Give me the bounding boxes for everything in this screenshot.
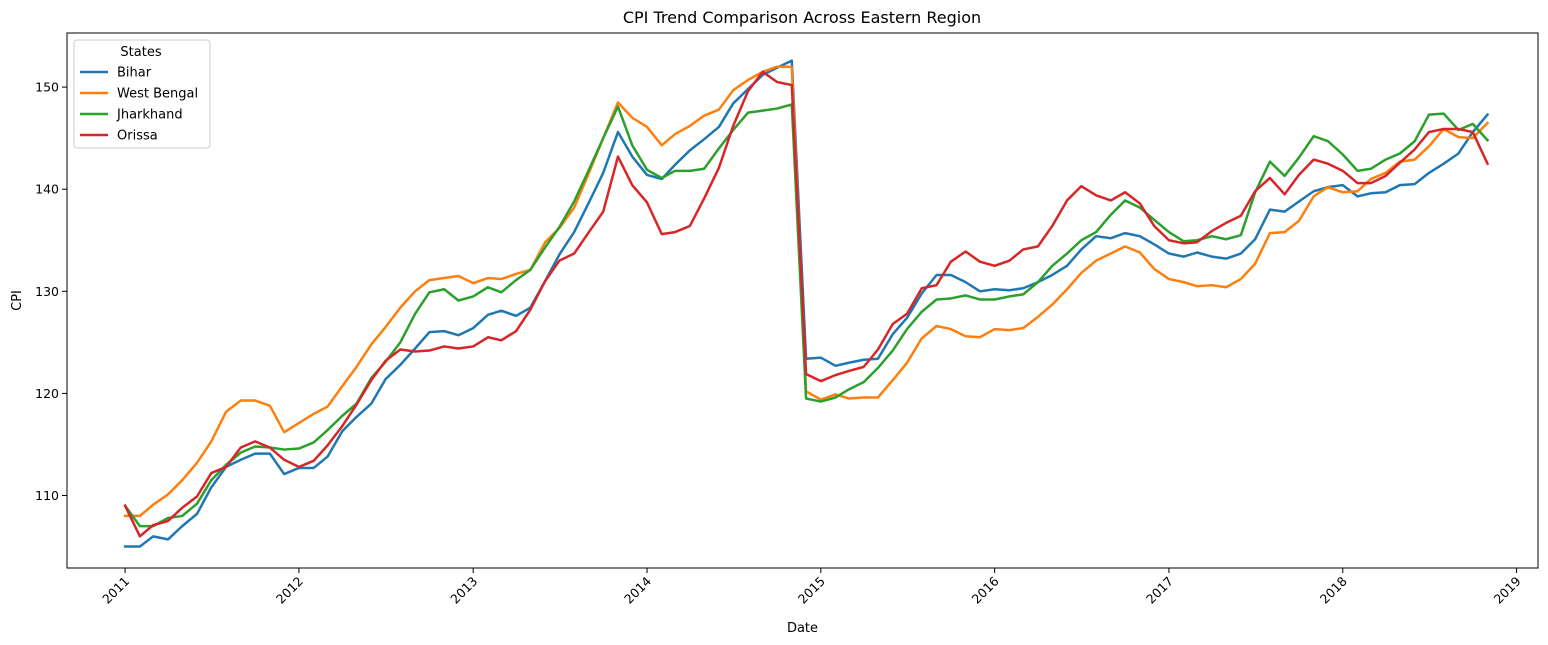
legend-label: Jharkhand xyxy=(116,108,183,123)
legend-label: Bihar xyxy=(117,66,152,81)
series-layer xyxy=(123,59,1490,548)
x-tick-label: 2018 xyxy=(1317,573,1350,606)
series-line-bihar xyxy=(123,59,1490,548)
x-tick-label: 2019 xyxy=(1491,573,1524,606)
x-axis-label: Date xyxy=(787,621,818,636)
legend-title: States xyxy=(120,45,161,60)
legend-label: Orissa xyxy=(117,129,158,144)
y-axis: 110 120 130 140 150 xyxy=(35,80,67,503)
legend-box xyxy=(73,39,211,149)
y-tick-label: 140 xyxy=(35,182,59,197)
chart-title: CPI Trend Comparison Across Eastern Regi… xyxy=(623,8,981,27)
plot-area xyxy=(66,32,1539,569)
x-tick-label: 2015 xyxy=(795,574,828,607)
y-tick-label: 150 xyxy=(35,80,59,95)
x-tick-label: 2012 xyxy=(273,574,306,607)
y-tick-label: 120 xyxy=(35,386,59,401)
series-line-orissa xyxy=(123,70,1490,538)
legend: States Bihar West Bengal Jharkhand Orissa xyxy=(73,39,211,149)
series-line-west-bengal xyxy=(123,65,1490,518)
y-tick-label: 130 xyxy=(35,284,59,299)
x-tick-label: 2014 xyxy=(621,573,654,606)
x-tick-label: 2017 xyxy=(1143,574,1176,607)
x-axis: 2011 2012 2013 2014 2015 2016 2017 2018 2019 xyxy=(99,568,1524,607)
y-tick-label: 110 xyxy=(35,488,59,503)
x-tick-label: 2016 xyxy=(969,573,1002,606)
legend-label: West Bengal xyxy=(117,87,198,102)
x-tick-label: 2013 xyxy=(447,574,480,607)
x-tick-label: 2011 xyxy=(99,574,132,607)
y-axis-label: CPI xyxy=(10,290,25,311)
series-line-jharkhand xyxy=(123,103,1490,528)
